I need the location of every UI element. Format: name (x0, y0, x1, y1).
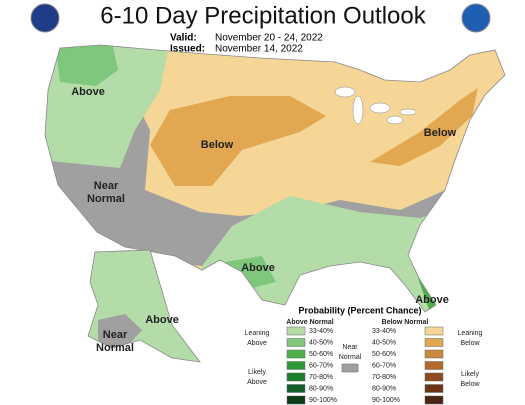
below-range: 40-50% (372, 339, 396, 346)
noaa-logo (461, 3, 491, 33)
below-range: 33-40% (372, 328, 396, 335)
above-swatch (286, 338, 306, 347)
above-nw-strong (55, 45, 118, 86)
below-swatch (424, 349, 444, 359)
alaska-outline (87, 249, 201, 363)
above-tx (225, 256, 276, 288)
region-label: Below (201, 139, 234, 151)
above-swatch (286, 349, 306, 359)
above-range: 70-80% (309, 374, 333, 381)
doc-logo (30, 3, 60, 33)
leaning-above: Leaning (245, 330, 270, 337)
near-normal: Normal (339, 354, 362, 361)
below-range: 70-80% (372, 374, 396, 381)
above-swatch (286, 372, 306, 382)
valid-label: Valid: (170, 33, 197, 44)
below-swatch (424, 338, 444, 347)
likely-above: Likely (248, 369, 266, 376)
leaning-below: Leaning (458, 330, 483, 337)
alaska-near (98, 314, 142, 352)
leaning-below: Below (460, 340, 480, 347)
below-ne (370, 88, 478, 166)
lake (369, 102, 391, 114)
region-label: Above (71, 86, 105, 98)
above-range: 90-100% (309, 397, 337, 404)
region-label: Near (103, 329, 128, 341)
lake (334, 86, 356, 98)
above-swatch (286, 326, 306, 336)
likely-below: Likely (461, 371, 479, 378)
above-header: Above Normal (286, 319, 334, 326)
below-central (150, 96, 326, 186)
issued-label: Issued: (170, 44, 205, 55)
region-label: Above (145, 314, 179, 326)
lake (399, 108, 417, 116)
near-normal: Near (342, 344, 358, 351)
region-label: Near (94, 180, 119, 192)
leaning-above: Above (247, 340, 267, 347)
legend-title: Probability (Percent Chance) (298, 305, 421, 315)
title: 6-10 Day Precipitation Outlook (100, 2, 427, 29)
region-label: Normal (96, 342, 134, 354)
valid-dates: November 20 - 24, 2022 (215, 33, 323, 44)
region-label: Above (241, 262, 275, 274)
above-range: 40-50% (309, 339, 333, 346)
region-label: Normal (87, 193, 125, 205)
region-label: Above (415, 294, 449, 306)
below-swatch (424, 384, 444, 393)
legend: Probability (Percent Chance) Above Normal… (245, 305, 483, 405)
below-range: 50-60% (372, 351, 396, 358)
issued-date: November 14, 2022 (215, 44, 303, 55)
below-range: 60-70% (372, 362, 396, 369)
above-fl (418, 278, 438, 312)
below-range: 80-90% (372, 385, 396, 392)
lake (352, 95, 364, 125)
below-range: 90-100% (372, 397, 400, 404)
below-swatch (424, 395, 444, 405)
lake (386, 115, 404, 125)
below-swatch (424, 372, 444, 382)
us-outline (44, 44, 506, 313)
below-swatch (424, 361, 444, 370)
below-header: Below Normal (382, 319, 429, 326)
below-swatch (424, 326, 444, 336)
labels: AboveNearNormalBelowBelowAboveAboveNearN… (71, 86, 456, 354)
above-swatch (286, 395, 306, 405)
likely-above: Above (247, 379, 267, 386)
above-range: 80-90% (309, 385, 333, 392)
above-swatch (286, 384, 306, 393)
likely-below: Below (460, 381, 480, 388)
region-label: Below (424, 127, 457, 139)
above-range: 50-60% (309, 351, 333, 358)
near-swatch (341, 363, 359, 373)
above-range: 33-40% (309, 328, 333, 335)
above-range: 60-70% (309, 362, 333, 369)
above-swatch (286, 361, 306, 370)
